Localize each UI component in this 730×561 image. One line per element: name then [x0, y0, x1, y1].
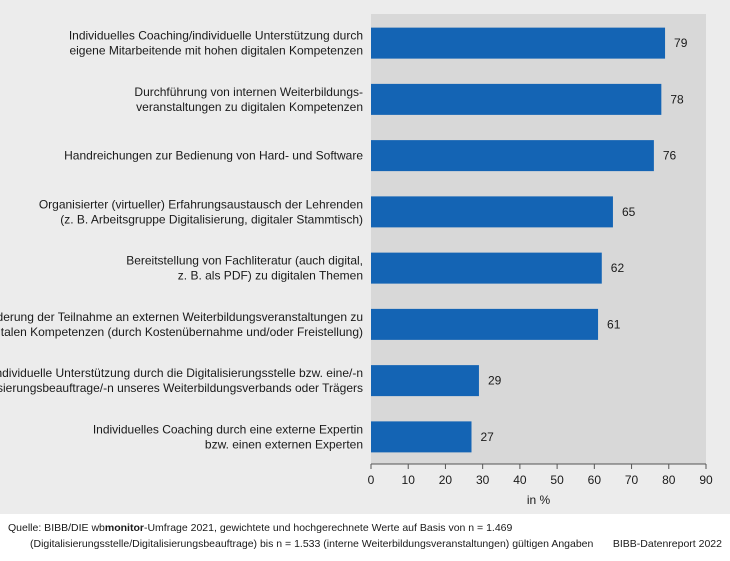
source-suffix: -Umfrage 2021, gewichtete und hochgerech…: [143, 522, 513, 534]
category-label-line: (z. B. Arbeitsgruppe Digitalisierung, di…: [60, 212, 363, 226]
category-label-line: Individuelles Coaching/individuelle Unte…: [69, 29, 363, 43]
category-label-line: Digitalisierungsbeauftrage/-n unseres We…: [0, 381, 363, 395]
category-label-line: z. B. als PDF) zu digitalen Themen: [178, 269, 363, 283]
bar-1: [371, 27, 666, 59]
report-label: BIBB-Datenreport 2022: [612, 538, 722, 550]
x-axis-title: in %: [527, 493, 551, 507]
bar-3: [371, 140, 654, 172]
category-label-1: Individuelles Coaching/individuelle Unte…: [69, 29, 363, 58]
x-tick-label-90: 90: [699, 473, 713, 487]
footer: [0, 514, 730, 561]
x-tick-label-50: 50: [550, 473, 564, 487]
bar-7: [371, 365, 479, 397]
bar-6: [371, 308, 599, 340]
category-label-8: Individuelles Coaching durch eine extern…: [93, 422, 363, 451]
value-label-2: 78: [670, 92, 684, 106]
source-line-1: Quelle: BIBB/DIE wbmonitor-Umfrage 2021,…: [8, 522, 512, 534]
category-label-line: Organisierter (virtueller) Erfahrungsaus…: [39, 197, 363, 211]
category-label-6: Förderung der Teilnahme an externen Weit…: [0, 310, 363, 339]
category-label-7: Individuelle Unterstützung durch die Dig…: [0, 366, 363, 395]
value-label-3: 76: [663, 149, 677, 163]
bar-2: [371, 83, 662, 115]
value-label-1: 79: [674, 36, 688, 50]
category-label-line: Durchführung von internen Weiterbildungs…: [134, 85, 363, 99]
x-tick-label-0: 0: [368, 473, 375, 487]
category-label-4: Organisierter (virtueller) Erfahrungsaus…: [39, 197, 363, 226]
bar-8: [371, 421, 472, 453]
bar-5: [371, 252, 602, 284]
source-bold: monitor: [104, 522, 144, 534]
category-label-line: eigene Mitarbeitende mit hohen digitalen…: [69, 44, 363, 58]
category-label-line: Handreichungen zur Bedienung von Hard- u…: [64, 149, 363, 163]
category-label-3: Handreichungen zur Bedienung von Hard- u…: [64, 149, 363, 163]
category-label-line: Bereitstellung von Fachliteratur (auch d…: [126, 254, 363, 268]
category-label-line: Förderung der Teilnahme an externen Weit…: [0, 310, 363, 324]
x-tick-label-20: 20: [439, 473, 453, 487]
value-label-5: 62: [611, 261, 625, 275]
value-label-8: 27: [481, 430, 495, 444]
bar-4: [371, 196, 613, 228]
value-label-7: 29: [488, 374, 502, 388]
category-label-5: Bereitstellung von Fachliteratur (auch d…: [126, 254, 363, 283]
category-label-line: digitalen Kompetenzen (durch Kostenübern…: [0, 325, 363, 339]
x-tick-label-80: 80: [662, 473, 676, 487]
category-label-line: Individuelles Coaching durch eine extern…: [93, 422, 363, 436]
source-prefix: Quelle: BIBB/DIE wb: [8, 522, 105, 534]
x-tick-label-10: 10: [402, 473, 416, 487]
value-label-4: 65: [622, 205, 636, 219]
category-label-line: Individuelle Unterstützung durch die Dig…: [0, 366, 363, 380]
category-label-line: bzw. einen externen Experten: [205, 437, 363, 451]
category-label-2: Durchführung von internen Weiterbildungs…: [134, 85, 363, 114]
x-tick-label-30: 30: [476, 473, 490, 487]
value-label-6: 61: [607, 317, 621, 331]
x-tick-label-60: 60: [588, 473, 602, 487]
bar-chart: 79 Individuelles Coaching/individuelle Un…: [0, 27, 713, 507]
x-tick-label-40: 40: [513, 473, 527, 487]
x-tick-label-70: 70: [625, 473, 639, 487]
category-label-line: veranstaltungen zu digitalen Kompetenzen: [136, 100, 363, 114]
source-line-2: (Digitalisierungsstelle/Digitalisierungs…: [30, 538, 594, 550]
